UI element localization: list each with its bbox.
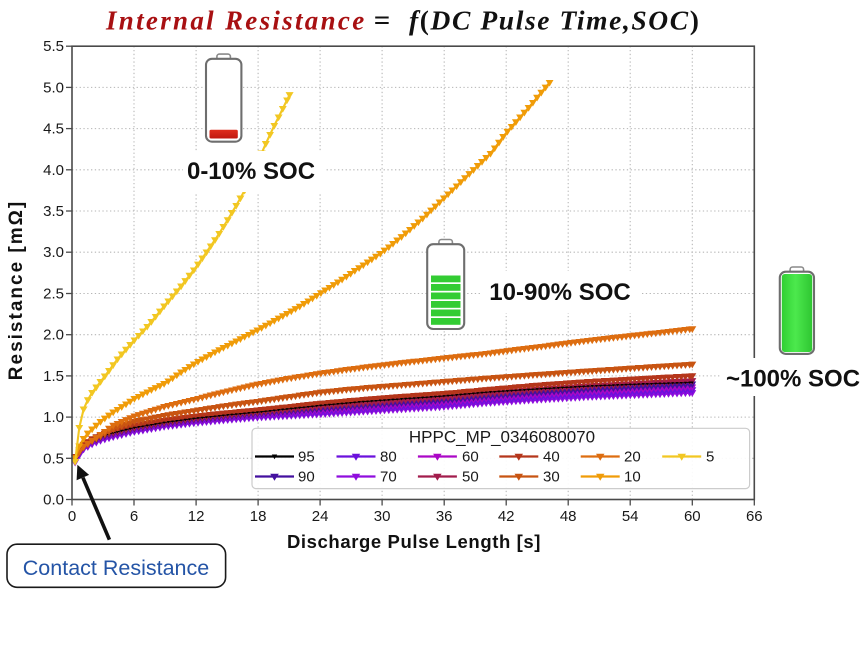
svg-text:48: 48 [560,508,577,525]
svg-text:18: 18 [250,508,267,525]
svg-text:24: 24 [312,508,329,525]
svg-text:0-10% SOC: 0-10% SOC [187,158,315,185]
svg-text:30: 30 [374,508,391,525]
svg-text:1.0: 1.0 [43,409,64,426]
svg-text:5.5: 5.5 [43,38,64,55]
svg-text:3.0: 3.0 [43,244,64,261]
svg-text:20: 20 [624,449,641,466]
svg-text:3.5: 3.5 [43,203,64,220]
svg-text:54: 54 [622,508,639,525]
svg-text:Resistance [mΩ]: Resistance [mΩ] [6,200,27,380]
svg-text:50: 50 [462,469,479,486]
svg-text:60: 60 [462,449,479,466]
svg-text:30: 30 [543,469,560,486]
svg-text:10: 10 [624,469,641,486]
svg-text:70: 70 [380,469,397,486]
svg-text:95: 95 [298,449,315,466]
svg-text:4.0: 4.0 [43,162,64,179]
svg-text:90: 90 [298,469,315,486]
svg-text:HPPC_MP_0346080070: HPPC_MP_0346080070 [409,428,595,447]
svg-text:0.0: 0.0 [43,492,64,509]
svg-text:2.0: 2.0 [43,327,64,344]
svg-text:f(DC Pulse Time,SOC): f(DC Pulse Time,SOC) [409,5,700,36]
svg-text:0.5: 0.5 [43,450,64,467]
svg-text:36: 36 [436,508,453,525]
svg-text:42: 42 [498,508,515,525]
svg-text:40: 40 [543,449,560,466]
svg-text:=: = [374,5,391,37]
svg-text:10-90% SOC: 10-90% SOC [489,279,630,306]
svg-text:12: 12 [188,508,205,525]
svg-text:4.5: 4.5 [43,121,64,138]
svg-text:2.5: 2.5 [43,286,64,303]
svg-text:Internal Resistance: Internal Resistance [105,6,366,36]
svg-text:80: 80 [380,449,397,466]
svg-text:6: 6 [130,508,138,525]
svg-text:5.0: 5.0 [43,79,64,96]
svg-text:0: 0 [68,508,76,525]
svg-text:5: 5 [706,449,714,466]
svg-text:1.5: 1.5 [43,368,64,385]
svg-text:~100% SOC: ~100% SOC [726,366,860,393]
svg-text:Contact Resistance: Contact Resistance [23,556,209,580]
svg-text:Discharge Pulse Length [s]: Discharge Pulse Length [s] [287,531,541,552]
svg-text:60: 60 [684,508,701,525]
svg-text:66: 66 [746,508,763,525]
